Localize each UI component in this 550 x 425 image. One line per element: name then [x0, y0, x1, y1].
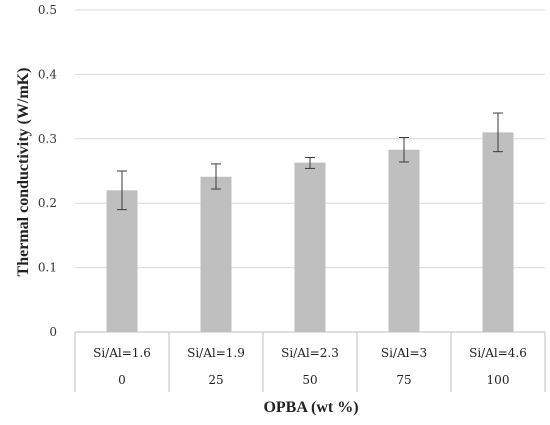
- error-bar: [493, 112, 503, 153]
- y-tick-label: 0.4: [38, 67, 57, 81]
- x-category-primary-label: Si/Al=1.6: [93, 346, 151, 360]
- x-category-primary-label: Si/Al=3: [381, 346, 427, 360]
- error-bar: [399, 137, 409, 163]
- x-category-primary-label: Si/Al=1.9: [187, 346, 245, 360]
- axes: [74, 331, 546, 392]
- x-category-labels: Si/Al=1.6 0 Si/Al=1.9 25 Si/Al=2.3 50 Si/Al=3 7…: [93, 346, 527, 387]
- x-category-secondary-label: 50: [302, 373, 317, 387]
- error-bars: [117, 112, 503, 211]
- bar: [294, 162, 326, 332]
- x-category-secondary-label: 75: [396, 373, 411, 387]
- x-category-secondary-label: 25: [208, 373, 223, 387]
- y-tick-label: 0: [49, 325, 57, 339]
- bars: [106, 132, 514, 332]
- error-bar: [117, 170, 127, 211]
- gridlines: [75, 9, 545, 269]
- y-tick-label: 0.3: [38, 132, 57, 146]
- error-bar: [211, 163, 221, 190]
- x-category-secondary-label: 100: [487, 373, 510, 387]
- error-bar: [305, 156, 315, 169]
- bar: [388, 149, 420, 332]
- x-category-primary-label: Si/Al=2.3: [281, 346, 339, 360]
- y-tick-labels: 0 0.1 0.2 0.3 0.4 0.5: [38, 3, 57, 339]
- y-tick-label: 0.2: [38, 196, 57, 210]
- y-tick-label: 0.5: [38, 3, 57, 17]
- bar: [200, 176, 232, 332]
- bar: [106, 190, 138, 332]
- x-category-secondary-label: 0: [118, 373, 126, 387]
- bar: [482, 132, 514, 332]
- y-tick-label: 0.1: [38, 261, 57, 275]
- x-category-primary-label: Si/Al=4.6: [469, 346, 527, 360]
- y-axis-title: Thermal conductivity (W/mK): [15, 68, 32, 277]
- x-axis-title: OPBA (wt %): [263, 399, 358, 416]
